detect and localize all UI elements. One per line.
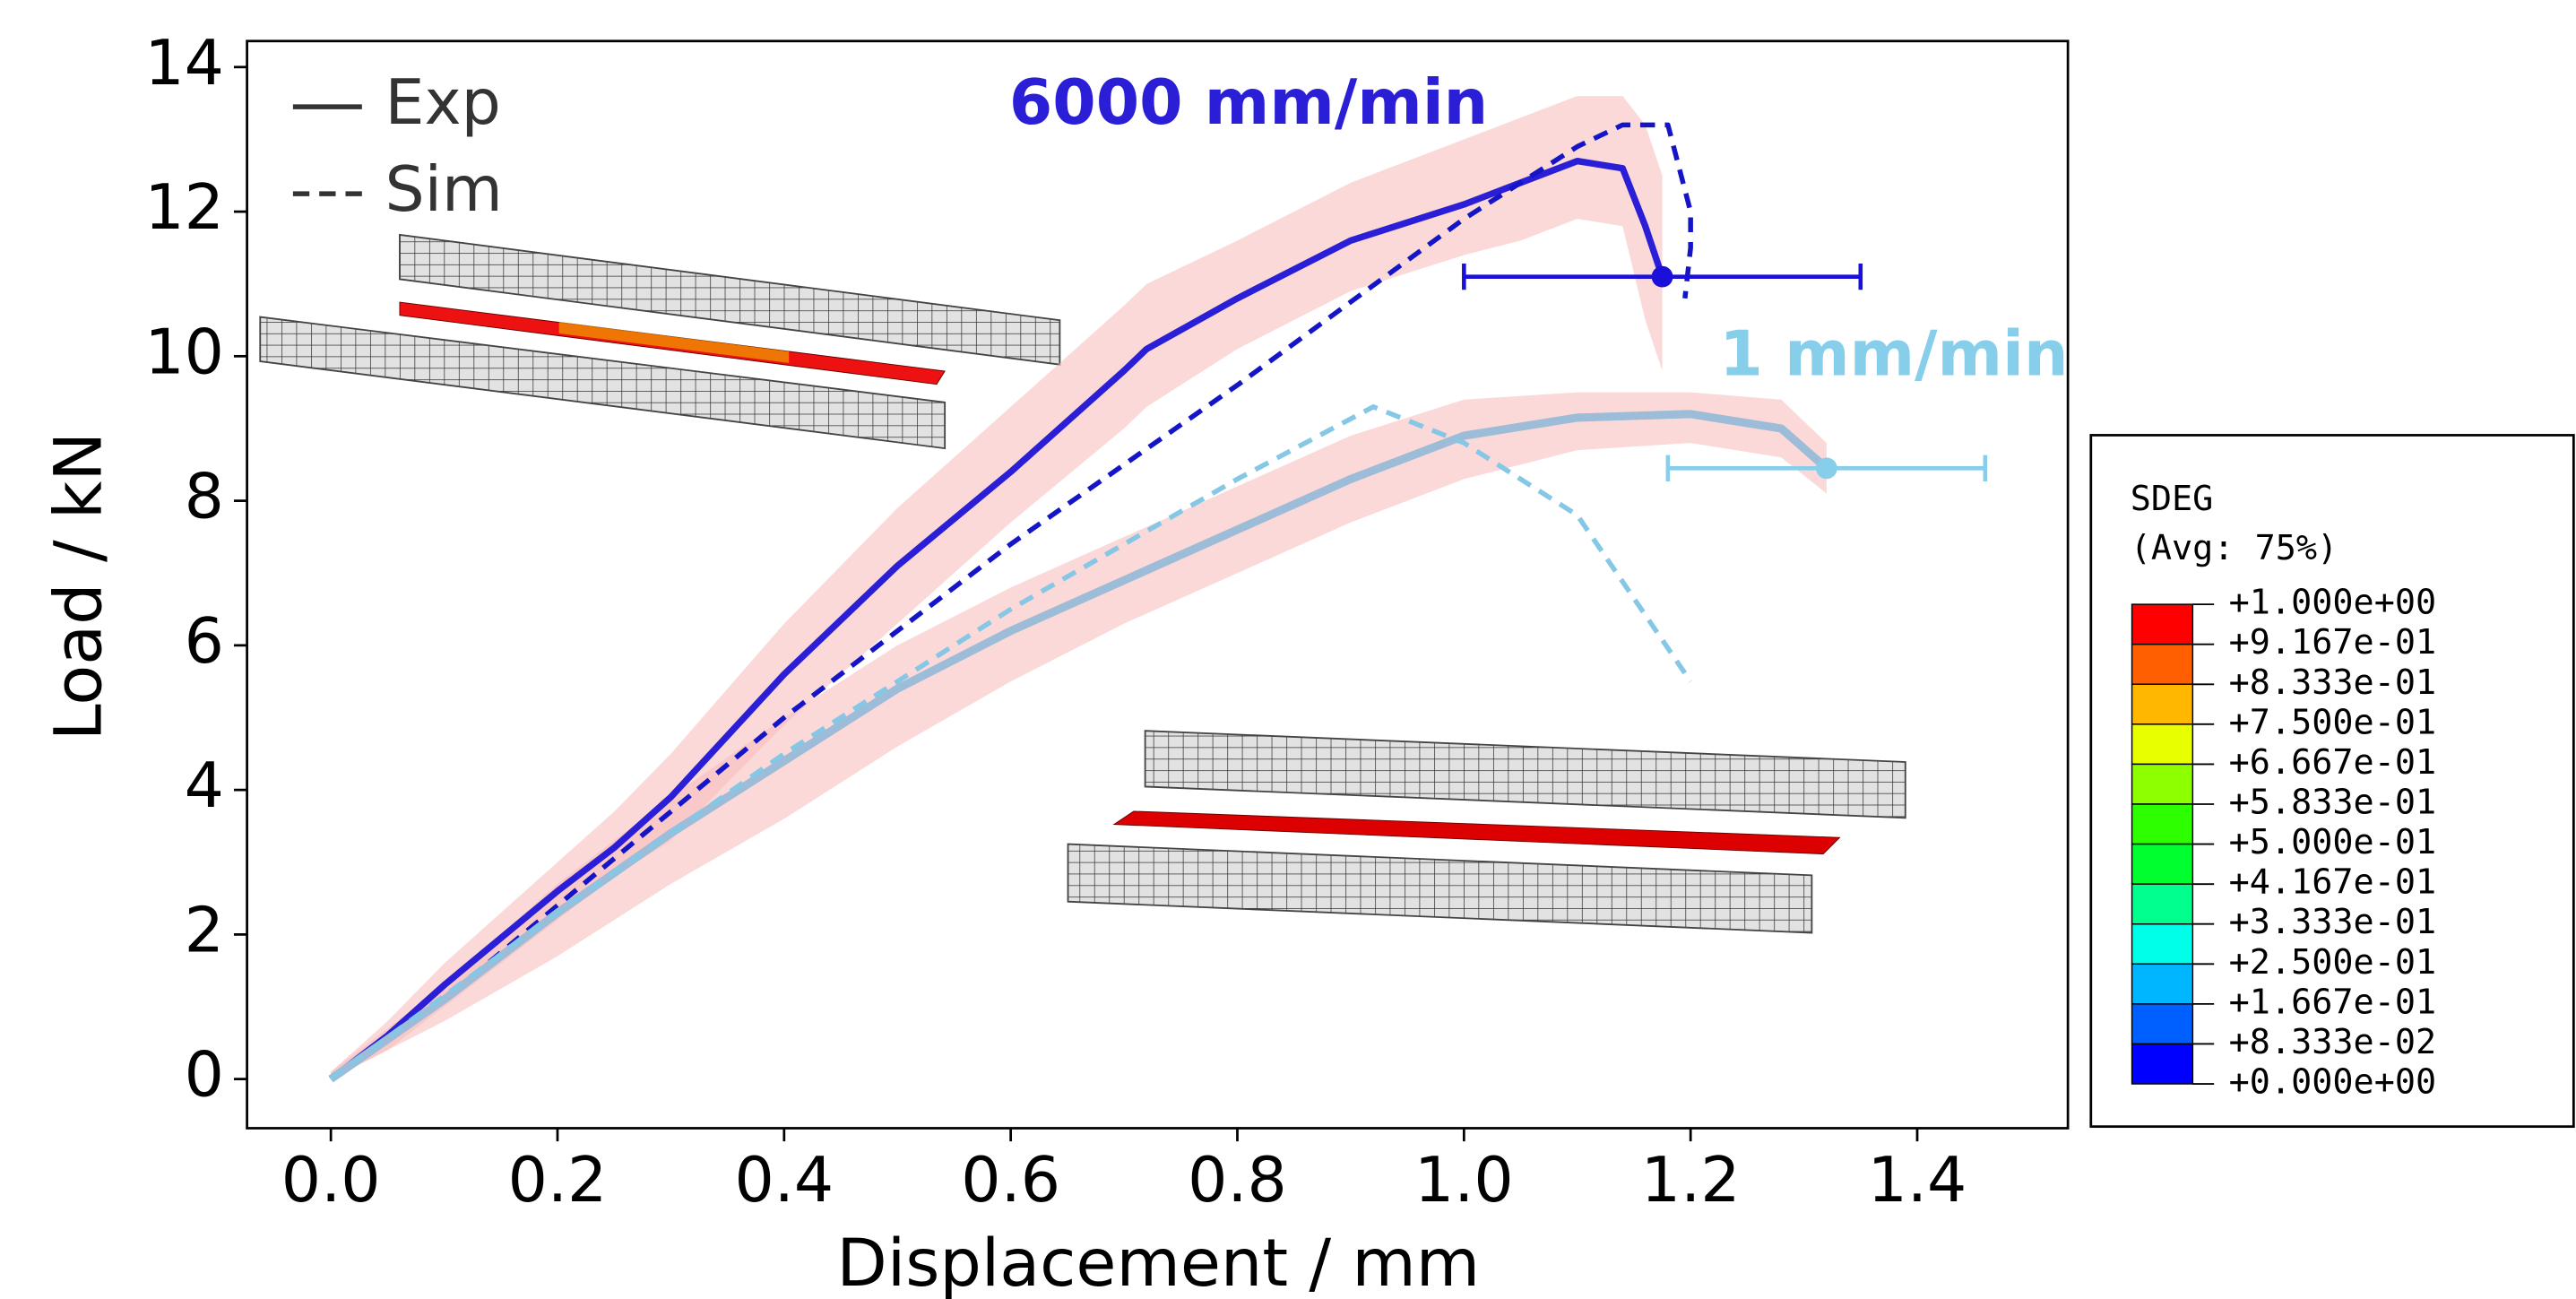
contour-label: +4.167e-01 <box>2229 862 2437 903</box>
x-tick-label: 0.6 <box>961 1144 1060 1217</box>
contour-label: +0.000e+00 <box>2229 1062 2437 1103</box>
x-tick-label: 1.2 <box>1641 1144 1741 1217</box>
contour-swatch <box>2132 804 2193 844</box>
page: {"chart_data": {"type": "line", "x_label… <box>0 0 2576 1299</box>
x-tick-label: 0.8 <box>1188 1144 1287 1217</box>
contour-swatch <box>2132 645 2193 685</box>
error-point <box>1652 266 1673 288</box>
annotation: 6000 mm/min <box>1009 66 1488 139</box>
y-tick-label: 2 <box>185 894 224 966</box>
contour-title: SDEG <box>2131 479 2214 519</box>
contour-label: +6.667e-01 <box>2229 742 2437 783</box>
x-tick-label: 1.4 <box>1868 1144 1967 1217</box>
y-axis-label: Load / kN <box>40 432 117 740</box>
y-tick-label: 0 <box>185 1039 224 1112</box>
legend-label: Exp <box>385 66 500 139</box>
mesh-top-left <box>260 235 1059 448</box>
contour-swatch <box>2132 1004 2193 1044</box>
contour-swatch <box>2132 844 2193 885</box>
y-tick-label: 10 <box>144 316 224 388</box>
y-tick-label: 8 <box>185 461 224 533</box>
contour-legend: SDEG(Avg: 75%)+1.000e+00+9.167e-01+8.333… <box>2091 435 2574 1126</box>
contour-swatch <box>2132 724 2193 765</box>
x-tick-label: 0.2 <box>508 1144 608 1217</box>
contour-swatch <box>2132 1044 2193 1084</box>
contour-label: +2.500e-01 <box>2229 942 2437 983</box>
x-axis-label: Displacement / mm <box>836 1225 1480 1299</box>
contour-label: +8.333e-01 <box>2229 662 2437 703</box>
contour-subtitle: (Avg: 75%) <box>2131 528 2338 568</box>
annotation: 1 mm/min <box>1719 317 2068 390</box>
x-tick-label: 1.0 <box>1414 1144 1514 1217</box>
series-line <box>331 414 1827 1079</box>
contour-label: +3.333e-01 <box>2229 902 2437 942</box>
x-tick-label: 0.4 <box>734 1144 834 1217</box>
contour-swatch <box>2132 924 2193 965</box>
contour-label: +8.333e-02 <box>2229 1022 2437 1062</box>
contour-label: +9.167e-01 <box>2229 622 2437 662</box>
contour-swatch <box>2132 964 2193 1004</box>
y-tick-label: 4 <box>185 749 224 822</box>
contour-swatch <box>2132 684 2193 724</box>
contour-label: +1.667e-01 <box>2229 982 2437 1022</box>
y-tick-label: 6 <box>185 605 224 678</box>
legend: Exp Sim <box>293 66 1827 1079</box>
chart: Load / kN Displacement / mm Exp Sim SDEG (… <box>0 0 2576 1299</box>
contour-swatch <box>2132 604 2193 645</box>
contour-label: +5.000e-01 <box>2229 822 2437 862</box>
contour-swatch <box>2132 884 2193 924</box>
contour-label: +5.833e-01 <box>2229 783 2437 823</box>
y-tick-label: 14 <box>144 27 224 100</box>
legend-label: Sim <box>385 153 502 226</box>
mesh-bottom-right <box>1068 731 1906 932</box>
contour-swatch <box>2132 764 2193 804</box>
contour-label: +1.000e+00 <box>2229 583 2437 623</box>
contour-label: +7.500e-01 <box>2229 702 2437 742</box>
x-tick-label: 0.0 <box>281 1144 381 1217</box>
error-point <box>1816 457 1837 479</box>
y-tick-label: 12 <box>144 171 224 244</box>
